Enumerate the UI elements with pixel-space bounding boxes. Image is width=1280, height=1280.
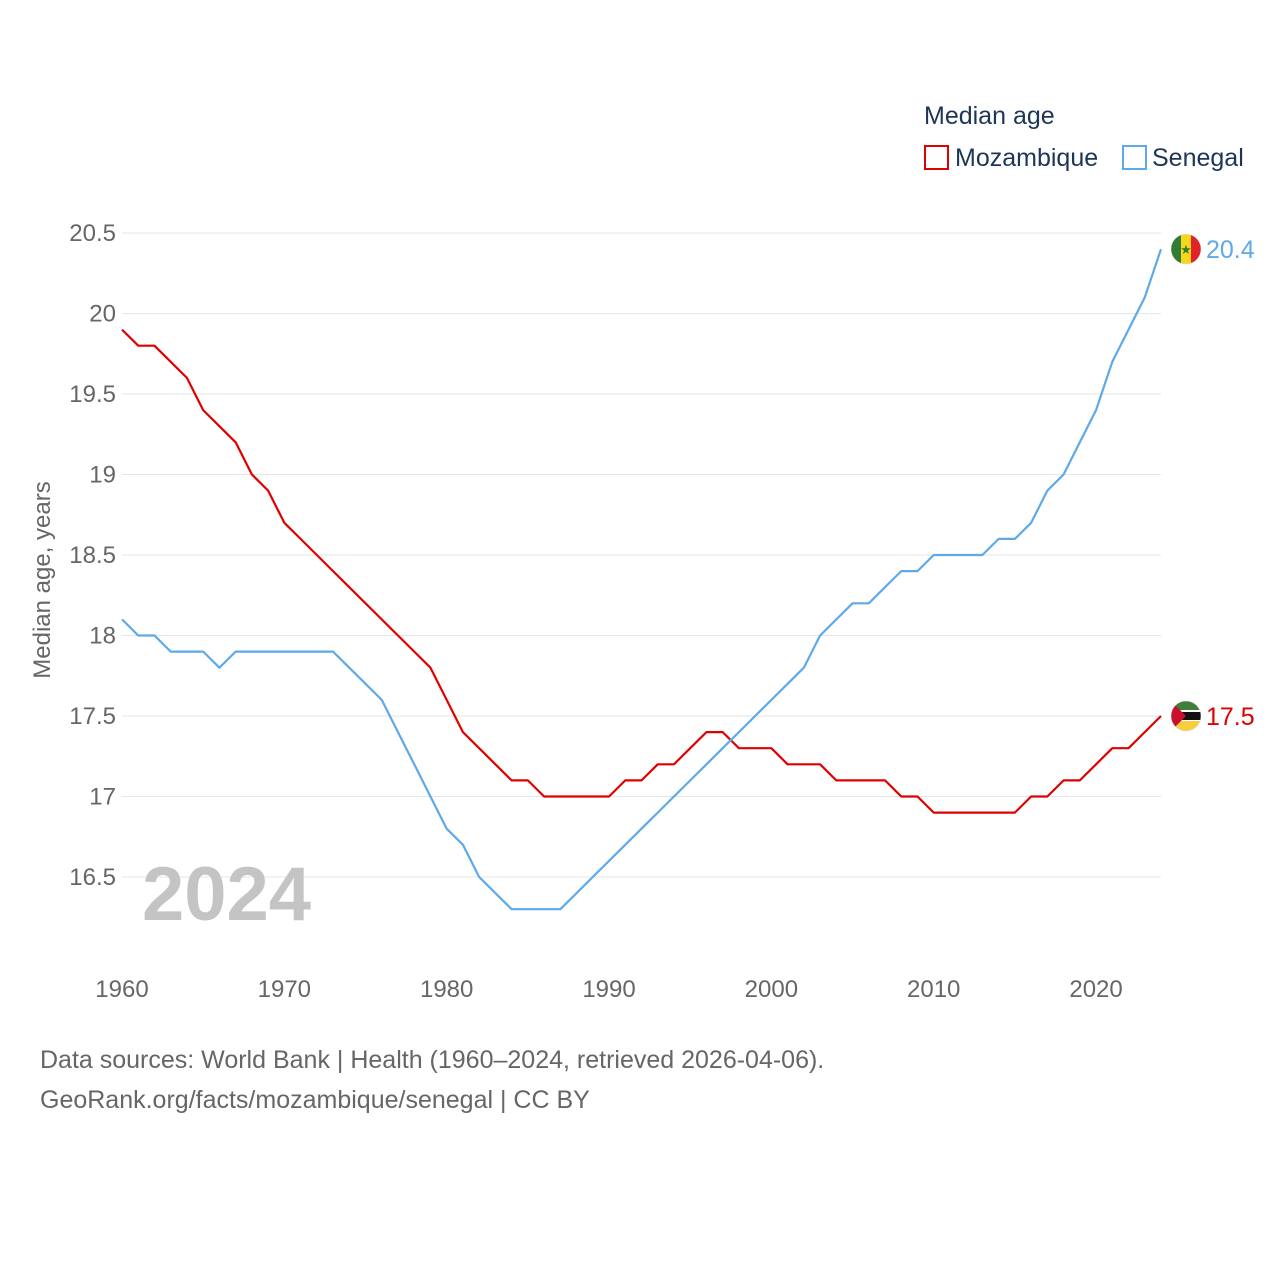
end-value-mozambique: 17.5 (1206, 703, 1255, 731)
y-tick-label: 18 (89, 623, 116, 650)
y-tick-label: 17 (89, 784, 116, 811)
series-line-senegal[interactable] (121, 248, 1163, 911)
legend-title: Median age (924, 102, 1055, 130)
y-tick-label: 20 (89, 301, 116, 328)
y-tick-label: 19 (89, 462, 116, 489)
legend-swatch-mozambique (924, 145, 949, 170)
legend-label-senegal: Senegal (1152, 144, 1244, 172)
legend-label-mozambique: Mozambique (955, 144, 1098, 172)
x-tick-label: 1970 (258, 976, 311, 1003)
y-tick-label: 17.5 (69, 703, 116, 730)
x-tick-label: 1990 (582, 976, 635, 1003)
x-tick-label: 1960 (95, 976, 148, 1003)
y-axis-ticks: 16.5 17 17.5 18 18.5 19 19.5 20 20.5 (69, 220, 116, 891)
source-line-2[interactable]: GeoRank.org/facts/mozambique/senegal | C… (40, 1086, 590, 1114)
y-tick-label: 16.5 (69, 864, 116, 891)
series-line-mozambique[interactable] (121, 328, 1162, 814)
end-markers: 17.5 ★ 20.4 (1170, 233, 1255, 732)
legend-item-senegal[interactable]: Senegal (1122, 144, 1244, 172)
x-tick-label: 2000 (745, 976, 798, 1003)
mozambique-flag-icon (1170, 700, 1202, 732)
y-axis-label: Median age, years (29, 481, 56, 678)
gridlines (122, 232, 1161, 878)
end-value-senegal: 20.4 (1206, 236, 1255, 264)
y-tick-label: 19.5 (69, 381, 116, 408)
source-line-1: Data sources: World Bank | Health (1960–… (40, 1046, 825, 1074)
x-axis-ticks: 1960 1970 1980 1990 2000 2010 2020 (95, 976, 1122, 1003)
y-tick-label: 20.5 (69, 220, 116, 247)
x-tick-label: 2020 (1069, 976, 1122, 1003)
senegal-flag-icon: ★ (1170, 233, 1202, 265)
series-lines (121, 248, 1163, 911)
year-watermark: 2024 (142, 852, 311, 937)
legend: Median age Mozambique Senegal (924, 102, 1244, 172)
x-tick-label: 2010 (907, 976, 960, 1003)
svg-text:★: ★ (1180, 243, 1192, 258)
legend-swatch-senegal (1122, 145, 1147, 170)
legend-item-mozambique[interactable]: Mozambique (924, 144, 1098, 172)
x-tick-label: 1980 (420, 976, 473, 1003)
y-tick-label: 18.5 (69, 542, 116, 569)
